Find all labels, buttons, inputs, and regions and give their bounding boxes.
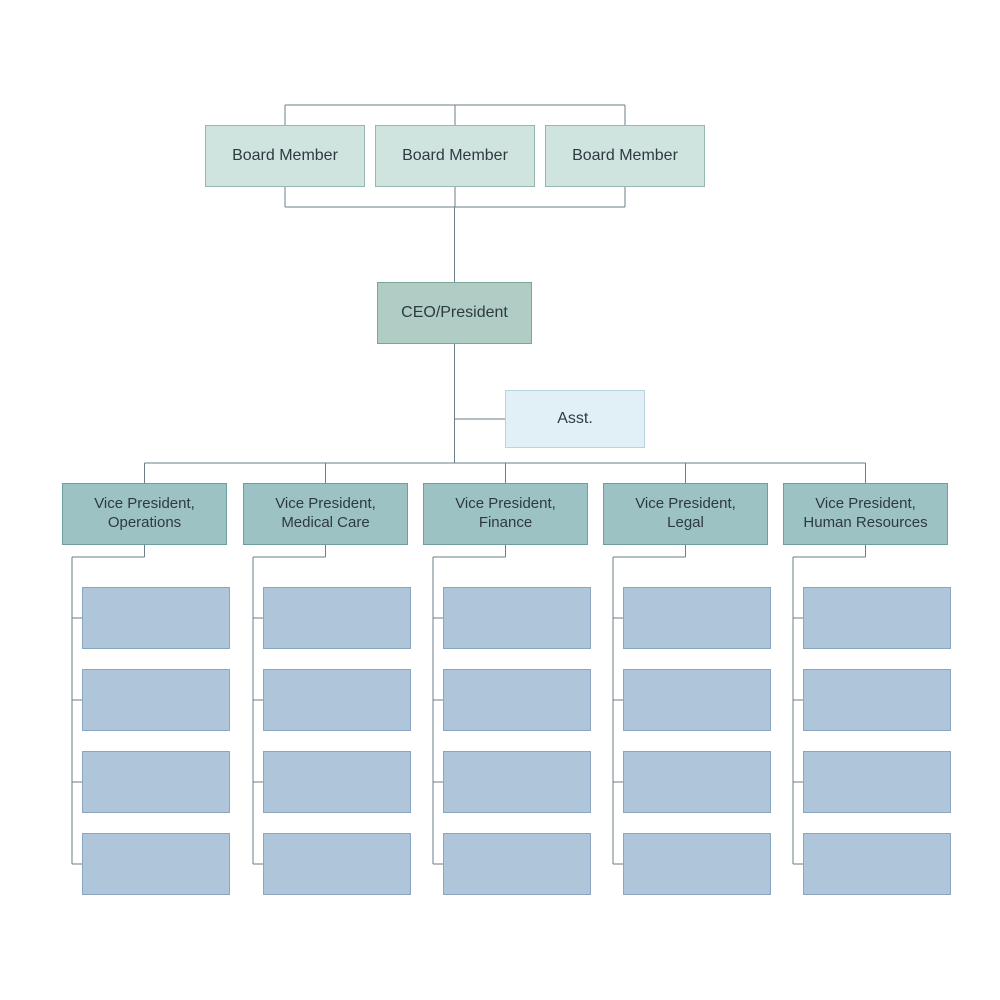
subordinate-box xyxy=(443,751,591,813)
subordinate-box xyxy=(263,833,411,895)
subordinate-box xyxy=(82,751,230,813)
vp-box: Vice President, Operations xyxy=(62,483,227,545)
subordinate-box xyxy=(623,751,771,813)
vp-box: Vice President, Legal xyxy=(603,483,768,545)
board-member-box: Board Member xyxy=(205,125,365,187)
vp-box: Vice President, Finance xyxy=(423,483,588,545)
subordinate-box xyxy=(263,751,411,813)
subordinate-box xyxy=(443,833,591,895)
subordinate-box xyxy=(443,669,591,731)
subordinate-box xyxy=(803,833,951,895)
subordinate-box xyxy=(803,669,951,731)
subordinate-box xyxy=(443,587,591,649)
subordinate-box xyxy=(623,669,771,731)
subordinate-box xyxy=(263,587,411,649)
subordinate-box xyxy=(82,833,230,895)
subordinate-box xyxy=(623,587,771,649)
board-member-box: Board Member xyxy=(375,125,535,187)
subordinate-box xyxy=(623,833,771,895)
subordinate-box xyxy=(82,669,230,731)
subordinate-box xyxy=(803,751,951,813)
ceo-box: CEO/President xyxy=(377,282,532,344)
subordinate-box xyxy=(803,587,951,649)
vp-box: Vice President, Human Resources xyxy=(783,483,948,545)
vp-box: Vice President, Medical Care xyxy=(243,483,408,545)
subordinate-box xyxy=(263,669,411,731)
subordinate-box xyxy=(82,587,230,649)
board-member-box: Board Member xyxy=(545,125,705,187)
assistant-box: Asst. xyxy=(505,390,645,448)
